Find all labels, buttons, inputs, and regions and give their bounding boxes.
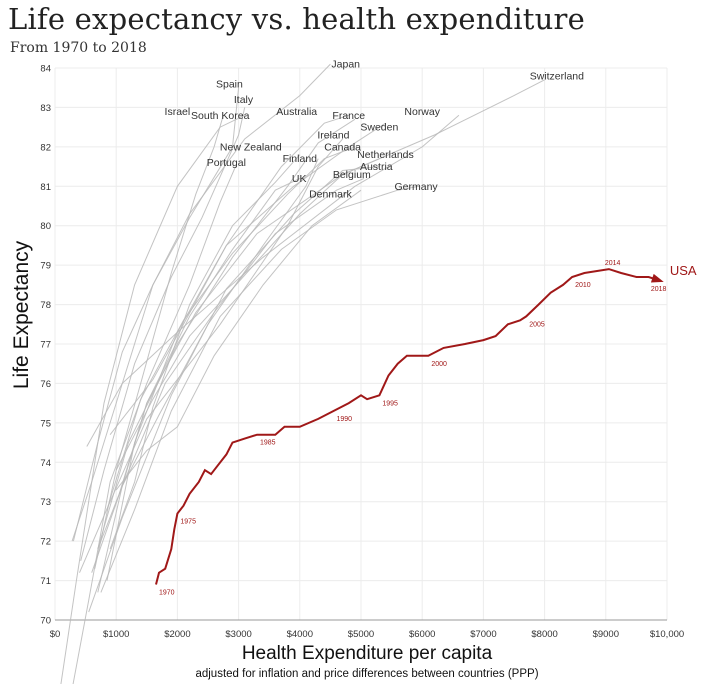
x-axis-note: adjusted for inflation and price differe… [195,668,538,680]
y-tick-label: 83 [40,103,51,114]
usa-year-label-2010: 2010 [575,282,591,289]
country-label-norway: Norway [404,106,440,118]
y-tick-label: 73 [40,497,51,508]
country-line-uk [97,177,301,550]
x-tick-label: $4000 [287,629,313,640]
country-labels: Japan Switzerland Spain Italy Israel South Ko… [165,59,585,201]
country-label-switzerland: Switzerland [530,70,584,82]
country-label-japan: Japan [331,59,360,71]
country-line-norway [86,114,460,447]
x-tick-label: $6000 [409,629,435,640]
country-line-portugal [72,166,236,684]
y-tick-label: 78 [40,300,51,311]
country-label-spain: Spain [216,78,243,90]
country-line-israel [94,115,224,569]
country-line-austria [88,166,380,613]
usa-year-label-1985: 1985 [260,440,276,447]
country-line-france [97,118,356,550]
x-tick-label: $10,000 [650,629,684,640]
y-axis-title: Life Expectancy [10,240,33,389]
country-label-sweden: Sweden [360,122,398,134]
usa-series: USA 1970 1975 1985 1990 1995 2000 2005 2010 2014 2… [155,260,697,597]
usa-arrowhead [650,273,664,283]
country-label-netherlands: Netherlands [357,149,414,161]
x-tick-label: $0 [50,629,61,640]
country-line-canada [106,146,356,510]
country-line-switzerland [118,79,545,494]
y-tick-label: 80 [40,221,51,232]
usa-year-label-1970: 1970 [159,590,175,597]
y-tick-label: 82 [40,142,51,153]
country-label-austria: Austria [360,161,393,173]
country-label-new-zealand: New Zealand [220,141,282,153]
y-tick-label: 76 [40,379,51,390]
usa-year-label-2000: 2000 [431,361,447,368]
country-label-belgium: Belgium [333,169,371,181]
country-line-ireland [79,138,343,573]
country-label-south-korea: South Korea [191,110,250,122]
country-line-south-korea [60,114,245,684]
y-tick-label: 70 [40,616,51,627]
y-tick-label: 72 [40,537,51,548]
y-tick-label: 81 [40,182,51,193]
country-label-portugal: Portugal [207,157,246,169]
chart-title: Life expectancy vs. health expenditure [8,2,585,36]
x-tick-label: $2000 [164,629,190,640]
country-series [60,63,545,684]
country-label-denmark: Denmark [309,189,352,201]
country-label-israel: Israel [165,106,191,118]
x-tick-label: $9000 [593,629,619,640]
country-label-germany: Germany [394,181,438,193]
x-tick-label: $8000 [531,629,557,640]
x-tick-label: $7000 [470,629,496,640]
x-tick-label: $5000 [348,629,374,640]
country-line-new-zealand [109,154,301,550]
x-tick-label: $1000 [103,629,129,640]
country-label-australia: Australia [276,106,317,118]
country-label-finland: Finland [283,153,318,165]
country-label-italy: Italy [234,94,254,106]
axes: 70 71 72 73 74 75 76 77 78 79 80 81 82 83 84 $0 $1000 $20… [40,64,684,641]
country-line-japan [71,63,331,542]
country-line-sweden [109,122,386,436]
chart-subtitle: From 1970 to 2018 [10,40,147,56]
y-tick-label: 77 [40,340,51,351]
y-tick-label: 75 [40,418,51,429]
usa-year-label-2005: 2005 [529,321,545,328]
y-tick-label: 84 [40,64,51,75]
usa-year-label-1975: 1975 [180,519,196,526]
y-tick-label: 79 [40,261,51,272]
usa-label: USA [670,263,697,278]
x-tick-label: $3000 [225,629,251,640]
y-tick-label: 74 [40,458,51,469]
x-axis-title: Health Expenditure per capita [242,643,493,664]
usa-year-label-2014: 2014 [605,260,621,267]
usa-year-label-1990: 1990 [336,416,352,423]
country-line-italy [80,107,246,562]
usa-year-label-1995: 1995 [382,400,398,407]
country-line-denmark [115,189,362,491]
country-label-canada: Canada [324,141,361,153]
country-label-uk: UK [292,173,307,185]
country-label-france: France [332,110,365,122]
usa-year-label-2018: 2018 [651,286,667,293]
country-line-germany [100,185,420,593]
usa-line [155,268,662,585]
country-label-ireland: Ireland [317,130,349,142]
y-tick-label: 71 [40,576,51,587]
